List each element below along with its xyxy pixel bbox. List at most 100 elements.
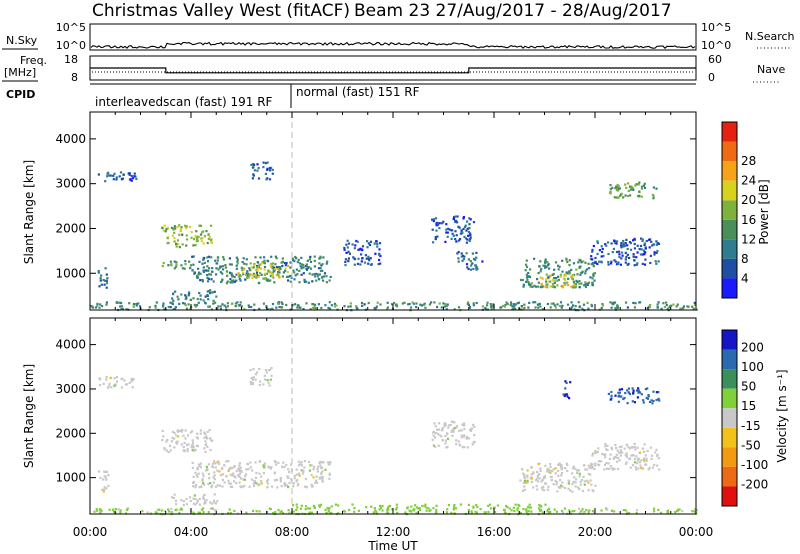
heatmap-cell	[526, 469, 529, 472]
heatmap-cell	[162, 261, 165, 265]
heatmap-cell	[494, 510, 497, 513]
heatmap-cell	[618, 388, 621, 391]
heatmap-cell	[225, 282, 228, 285]
heatmap-cell	[695, 308, 698, 311]
heatmap-cell	[184, 227, 188, 230]
heatmap-cell	[292, 259, 295, 262]
heatmap-cell	[271, 168, 274, 171]
heatmap-cell	[161, 264, 164, 268]
heatmap-cell	[466, 302, 469, 305]
heatmap-cell	[113, 172, 116, 175]
heatmap-cell	[620, 445, 623, 448]
heatmap-cell	[288, 471, 291, 474]
heatmap-cell	[130, 174, 133, 178]
heatmap-cell	[445, 446, 448, 449]
heatmap-cell	[212, 481, 215, 484]
colorbar-frame	[721, 121, 738, 299]
heatmap-cell	[506, 506, 509, 509]
heatmap-cell	[578, 282, 581, 285]
heatmap-cell	[229, 473, 232, 476]
heatmap-cell	[584, 269, 587, 272]
heatmap-cell	[452, 234, 455, 237]
heatmap-cell	[435, 224, 438, 227]
heatmap-cell	[436, 428, 439, 431]
heatmap-cell	[213, 474, 216, 477]
heatmap-cell	[610, 262, 613, 265]
heatmap-cell	[273, 266, 276, 269]
heatmap-cell	[308, 266, 311, 269]
heatmap-cell	[648, 305, 652, 308]
heatmap-cell	[234, 302, 237, 305]
heatmap-cell	[254, 476, 258, 479]
heatmap-cell	[328, 477, 331, 480]
heatmap-cell	[600, 245, 603, 248]
heatmap-cell	[264, 369, 267, 372]
heatmap-cell	[467, 437, 471, 440]
heatmap-cell	[235, 267, 238, 270]
heatmap-cell	[259, 271, 262, 275]
heatmap-cell	[642, 249, 645, 252]
heatmap-cell	[285, 463, 288, 467]
heatmap-cell	[523, 485, 526, 488]
heatmap-cell	[296, 261, 299, 264]
colorbar-segment	[722, 141, 737, 162]
heatmap-cell	[121, 377, 124, 380]
heatmap-cell	[626, 306, 629, 309]
heatmap-cell	[644, 247, 647, 250]
heatmap-cell	[593, 467, 596, 471]
heatmap-cell	[567, 277, 570, 280]
heatmap-cell	[632, 464, 635, 467]
heatmap-cell	[376, 242, 379, 246]
heatmap-cell	[281, 302, 284, 306]
heatmap-cell	[558, 486, 561, 489]
heatmap-cell	[223, 304, 226, 307]
heatmap-cell	[557, 474, 560, 477]
heatmap-cell	[453, 427, 456, 430]
heatmap-cell	[195, 304, 199, 307]
heatmap-cell	[98, 285, 101, 288]
heatmap-cell	[643, 450, 646, 453]
heatmap-cell	[425, 509, 428, 512]
heatmap-cell	[554, 479, 557, 483]
heatmap-cell	[209, 448, 212, 452]
heatmap-cell	[467, 509, 470, 512]
heatmap-cell	[563, 394, 566, 397]
heatmap-cell	[316, 470, 319, 473]
heatmap-cell	[395, 506, 399, 509]
heatmap-cell	[266, 379, 269, 382]
heatmap-cell	[256, 266, 259, 269]
heatmap-cell	[430, 301, 433, 304]
heatmap-cell	[216, 256, 220, 259]
heatmap-cell	[105, 487, 108, 490]
heatmap-cell	[415, 302, 418, 305]
heatmap-cell	[524, 481, 527, 484]
heatmap-cell	[445, 223, 448, 226]
heatmap-cell	[176, 239, 180, 242]
heatmap-cell	[369, 263, 372, 266]
heatmap-cell	[442, 220, 445, 223]
heatmap-cell	[328, 461, 331, 464]
heatmap-cell	[472, 304, 475, 307]
heatmap-cell	[566, 395, 569, 398]
heatmap-cell	[188, 291, 191, 294]
heatmap-cell	[240, 305, 243, 308]
heatmap-cell	[335, 304, 338, 307]
heatmap-cell	[106, 175, 109, 178]
heatmap-cell	[556, 469, 560, 472]
heatmap-cell	[204, 432, 207, 436]
heatmap-cell	[633, 264, 636, 267]
heatmap-cell	[270, 367, 273, 370]
heatmap-cell	[189, 499, 192, 503]
heatmap-cell	[231, 281, 234, 284]
heatmap-cell	[162, 305, 165, 308]
heatmap-cell	[319, 476, 322, 479]
heatmap-cell	[178, 508, 181, 512]
heatmap-cell	[187, 303, 190, 306]
heatmap-cell	[634, 448, 637, 451]
heatmap-cell	[470, 264, 473, 267]
heatmap-cell	[108, 174, 111, 177]
colorbar-segment	[722, 200, 737, 220]
heatmap-cell	[627, 457, 631, 460]
heatmap-cell	[452, 218, 455, 221]
heatmap-cell	[390, 303, 394, 306]
